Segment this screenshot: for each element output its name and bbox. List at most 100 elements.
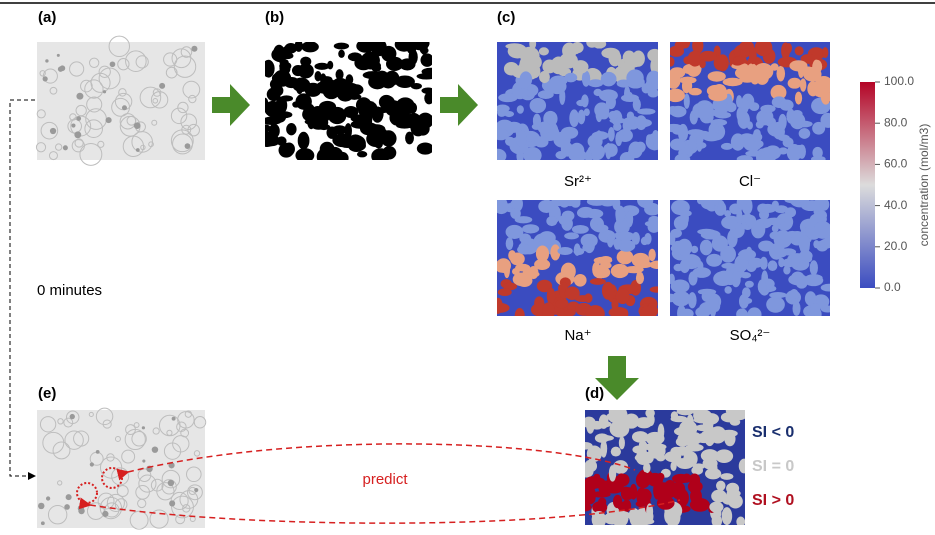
grain: [676, 458, 694, 469]
grain: [421, 87, 434, 93]
arrow: [212, 84, 250, 126]
pore: [168, 480, 174, 486]
grain: [670, 229, 682, 238]
si-label: SI > 0: [752, 492, 794, 509]
grain: [772, 224, 779, 232]
grain: [523, 147, 541, 164]
grain: [682, 79, 692, 92]
grain: [680, 259, 690, 273]
grain: [262, 117, 282, 125]
grain: [626, 69, 643, 86]
pore: [74, 131, 81, 138]
pore: [103, 90, 106, 93]
pore: [194, 488, 198, 492]
pore: [102, 511, 108, 517]
grain: [678, 124, 688, 142]
grain: [790, 113, 805, 130]
grain: [357, 151, 367, 157]
grain: [586, 305, 605, 322]
grain: [632, 512, 651, 521]
grain: [724, 286, 731, 294]
ion-label: Cl⁻: [739, 173, 761, 190]
grain: [506, 225, 524, 239]
grain: [590, 278, 606, 285]
grain: [731, 271, 741, 287]
grain: [696, 136, 702, 152]
colorbar-tick-label: 80.0: [884, 115, 908, 129]
grain: [675, 40, 687, 49]
grain: [657, 496, 675, 510]
grain: [759, 111, 773, 123]
grain: [742, 287, 751, 298]
grain: [778, 147, 788, 154]
grain: [343, 106, 358, 118]
pore: [191, 46, 197, 52]
grain: [736, 208, 742, 225]
pore: [110, 61, 116, 67]
grain: [747, 307, 761, 321]
grain: [758, 204, 777, 213]
grain: [538, 231, 555, 244]
grain: [262, 60, 274, 78]
grain: [693, 463, 705, 469]
image: [37, 42, 205, 160]
grain: [574, 274, 587, 287]
grain: [504, 62, 519, 76]
grain: [577, 208, 590, 218]
grain: [652, 130, 660, 144]
grain: [711, 490, 727, 503]
colorbar-tick-label: 60.0: [884, 157, 908, 171]
pore: [142, 426, 145, 429]
grain: [420, 38, 428, 54]
grain: [529, 39, 536, 50]
grain: [729, 406, 749, 420]
grain: [559, 88, 565, 105]
grain: [592, 131, 609, 140]
grain: [301, 41, 318, 52]
grain: [624, 86, 630, 101]
grain: [515, 308, 525, 323]
grain: [647, 49, 662, 62]
grain: [788, 274, 807, 286]
grain: [671, 482, 685, 494]
grain: [559, 216, 567, 225]
grain: [614, 238, 622, 250]
grain: [276, 97, 288, 114]
grain: [320, 142, 335, 157]
grain: [314, 63, 329, 70]
grain: [424, 92, 434, 104]
grain: [779, 99, 793, 110]
grain: [356, 39, 375, 52]
grain: [490, 303, 510, 313]
grain: [644, 452, 654, 464]
grain: [417, 143, 434, 155]
pore: [96, 450, 100, 454]
predict-label: predict: [362, 471, 408, 488]
grain: [778, 114, 786, 130]
grain: [564, 232, 579, 239]
grain: [789, 60, 807, 71]
grain: [421, 53, 434, 67]
grain: [539, 71, 550, 83]
grain: [539, 47, 549, 55]
grain: [672, 474, 689, 483]
grain: [586, 37, 598, 48]
grain: [738, 111, 750, 129]
grain: [510, 208, 521, 219]
pore: [63, 145, 68, 150]
grain: [787, 144, 802, 161]
pore: [38, 503, 44, 509]
grain: [635, 255, 645, 266]
grain: [565, 309, 576, 316]
grain: [381, 130, 397, 146]
grain: [619, 436, 625, 449]
pore: [185, 143, 191, 149]
grain: [616, 473, 626, 487]
grain: [801, 201, 820, 211]
grain: [701, 230, 721, 240]
dashed-link: [10, 100, 35, 476]
grain: [636, 115, 647, 130]
grain: [643, 462, 650, 473]
grain: [637, 108, 655, 114]
grain: [709, 293, 718, 310]
